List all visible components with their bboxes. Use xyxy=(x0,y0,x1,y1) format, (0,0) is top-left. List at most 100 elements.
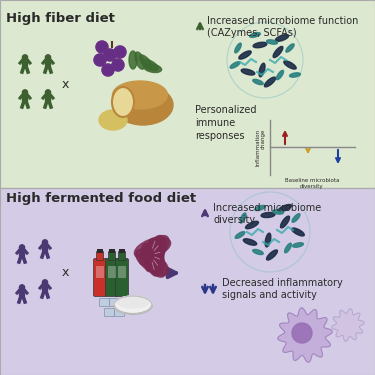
Circle shape xyxy=(45,55,51,60)
Text: Increased microbiome function
(CAZymes, SCFAs): Increased microbiome function (CAZymes, … xyxy=(207,16,358,38)
Bar xyxy=(109,249,115,253)
Circle shape xyxy=(20,245,25,250)
Text: High fiber diet: High fiber diet xyxy=(6,12,115,25)
Ellipse shape xyxy=(255,206,265,210)
Ellipse shape xyxy=(139,236,169,265)
Polygon shape xyxy=(22,60,28,66)
Circle shape xyxy=(22,55,28,60)
Ellipse shape xyxy=(129,51,137,69)
Text: Decreased inflammatory
signals and activity: Decreased inflammatory signals and activ… xyxy=(222,278,343,300)
Bar xyxy=(96,266,104,278)
Text: High fermented food diet: High fermented food diet xyxy=(6,192,196,205)
Ellipse shape xyxy=(267,250,278,260)
Polygon shape xyxy=(19,250,25,256)
Ellipse shape xyxy=(112,87,134,117)
Ellipse shape xyxy=(286,44,294,52)
Ellipse shape xyxy=(250,33,260,38)
Polygon shape xyxy=(19,290,25,296)
Ellipse shape xyxy=(246,221,258,229)
Circle shape xyxy=(292,323,312,343)
Text: x: x xyxy=(62,78,69,92)
Ellipse shape xyxy=(146,238,164,276)
Ellipse shape xyxy=(144,236,166,272)
Ellipse shape xyxy=(273,46,283,58)
Polygon shape xyxy=(42,245,48,251)
Polygon shape xyxy=(22,95,28,101)
Ellipse shape xyxy=(292,214,300,222)
Ellipse shape xyxy=(280,216,290,228)
Ellipse shape xyxy=(134,237,171,259)
Circle shape xyxy=(22,90,28,95)
Ellipse shape xyxy=(241,69,255,75)
Ellipse shape xyxy=(276,70,284,80)
FancyBboxPatch shape xyxy=(96,252,104,261)
Ellipse shape xyxy=(253,42,267,48)
Ellipse shape xyxy=(265,233,271,247)
Circle shape xyxy=(114,46,126,58)
Circle shape xyxy=(96,41,108,53)
FancyBboxPatch shape xyxy=(99,298,109,306)
FancyBboxPatch shape xyxy=(110,298,120,306)
Ellipse shape xyxy=(279,204,291,212)
Circle shape xyxy=(94,54,106,66)
Circle shape xyxy=(112,59,124,71)
Ellipse shape xyxy=(275,34,289,41)
Ellipse shape xyxy=(139,55,152,70)
Polygon shape xyxy=(332,309,364,341)
Ellipse shape xyxy=(243,239,257,245)
Ellipse shape xyxy=(235,232,245,238)
Ellipse shape xyxy=(114,296,152,314)
Ellipse shape xyxy=(240,213,246,223)
Ellipse shape xyxy=(144,64,162,72)
Circle shape xyxy=(96,41,108,53)
Bar xyxy=(0,188,375,375)
Text: x: x xyxy=(62,267,69,279)
Text: Baseline microbiota
diversity: Baseline microbiota diversity xyxy=(285,178,339,189)
FancyBboxPatch shape xyxy=(118,252,126,261)
FancyBboxPatch shape xyxy=(114,309,125,316)
Text: Inflammation
change: Inflammation change xyxy=(255,128,266,166)
Circle shape xyxy=(104,49,116,61)
Polygon shape xyxy=(45,95,51,101)
Circle shape xyxy=(102,64,114,76)
Bar xyxy=(108,266,116,278)
Ellipse shape xyxy=(253,249,263,255)
Circle shape xyxy=(42,280,48,285)
Bar xyxy=(97,249,103,253)
Ellipse shape xyxy=(99,110,127,130)
Ellipse shape xyxy=(284,61,296,69)
Circle shape xyxy=(112,59,124,71)
Circle shape xyxy=(102,64,114,76)
Polygon shape xyxy=(45,60,51,66)
Bar xyxy=(0,0,375,188)
Ellipse shape xyxy=(142,59,158,70)
Circle shape xyxy=(20,285,25,290)
Ellipse shape xyxy=(259,63,265,77)
Ellipse shape xyxy=(141,243,166,277)
Ellipse shape xyxy=(267,40,278,44)
Circle shape xyxy=(42,240,48,245)
Ellipse shape xyxy=(112,81,168,109)
Circle shape xyxy=(104,49,116,61)
Polygon shape xyxy=(42,285,48,291)
Ellipse shape xyxy=(290,73,300,77)
Text: Increased microbiome
diversity: Increased microbiome diversity xyxy=(213,203,321,225)
Ellipse shape xyxy=(113,85,173,125)
Ellipse shape xyxy=(136,249,168,275)
Text: Personalized
immune
responses: Personalized immune responses xyxy=(195,105,256,141)
Polygon shape xyxy=(278,308,332,362)
Bar xyxy=(118,266,126,278)
Ellipse shape xyxy=(239,51,251,59)
Ellipse shape xyxy=(292,243,303,247)
FancyBboxPatch shape xyxy=(105,258,118,297)
Ellipse shape xyxy=(230,62,240,68)
Ellipse shape xyxy=(135,52,145,69)
FancyBboxPatch shape xyxy=(120,298,129,306)
Ellipse shape xyxy=(292,228,304,236)
Circle shape xyxy=(94,54,106,66)
Ellipse shape xyxy=(117,296,149,308)
Circle shape xyxy=(114,46,126,58)
Ellipse shape xyxy=(261,212,275,217)
FancyBboxPatch shape xyxy=(108,252,115,261)
FancyBboxPatch shape xyxy=(116,258,129,297)
